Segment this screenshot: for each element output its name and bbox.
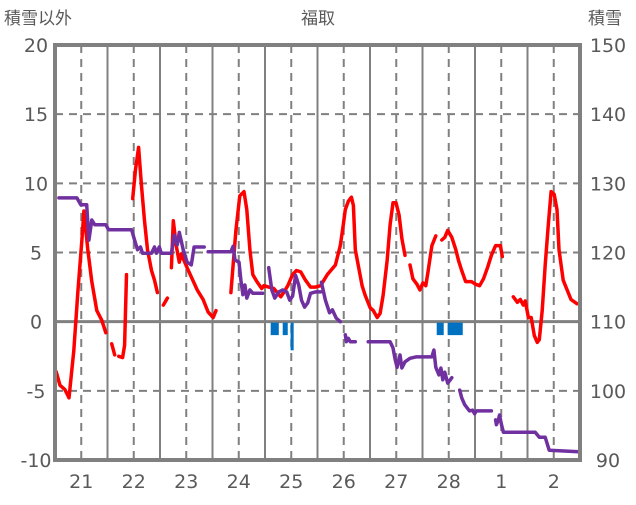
left-axis-title: 積雪以外 bbox=[4, 9, 72, 29]
right-tick-label: 90 bbox=[596, 450, 620, 472]
precip-bar bbox=[436, 322, 444, 336]
left-tick-label: -10 bbox=[20, 450, 51, 472]
x-tick-label: 21 bbox=[69, 471, 93, 493]
right-tick-label: 150 bbox=[590, 35, 626, 57]
series-lines bbox=[54, 145, 581, 454]
x-tick-label: 25 bbox=[279, 471, 303, 493]
x-tick-label: 2 bbox=[548, 471, 560, 493]
left-tick-label: 20 bbox=[24, 35, 48, 57]
right-tick-label: 120 bbox=[590, 243, 626, 265]
left-tick-label: 5 bbox=[30, 243, 42, 265]
x-tick-label: 23 bbox=[174, 471, 198, 493]
precip-bars bbox=[270, 322, 463, 351]
left-tick-label: 10 bbox=[24, 173, 48, 195]
x-tick-label: 22 bbox=[122, 471, 146, 493]
left-tick-label: 15 bbox=[24, 104, 48, 126]
right-tick-label: 100 bbox=[590, 381, 626, 403]
right-axis-title: 積雪 bbox=[588, 9, 622, 29]
left-tick-label: 0 bbox=[30, 312, 42, 334]
precip-bar bbox=[447, 322, 463, 336]
x-tick-label: 24 bbox=[227, 471, 251, 493]
right-tick-label: 110 bbox=[590, 312, 626, 334]
chart-title: 福取 bbox=[301, 9, 335, 29]
plot-frame bbox=[53, 43, 582, 462]
precip-bar bbox=[282, 322, 288, 336]
precip-bar bbox=[270, 322, 279, 336]
precip-bar bbox=[290, 322, 294, 351]
right-tick-label: 140 bbox=[590, 104, 626, 126]
temperature-line bbox=[54, 145, 579, 400]
snow_depth-line bbox=[57, 196, 581, 454]
x-tick-label: 26 bbox=[332, 471, 356, 493]
x-tick-label: 1 bbox=[495, 471, 507, 493]
x-tick-label: 27 bbox=[384, 471, 408, 493]
right-tick-label: 130 bbox=[590, 173, 626, 195]
left-tick-label: -5 bbox=[27, 381, 46, 403]
x-tick-label: 28 bbox=[437, 471, 461, 493]
